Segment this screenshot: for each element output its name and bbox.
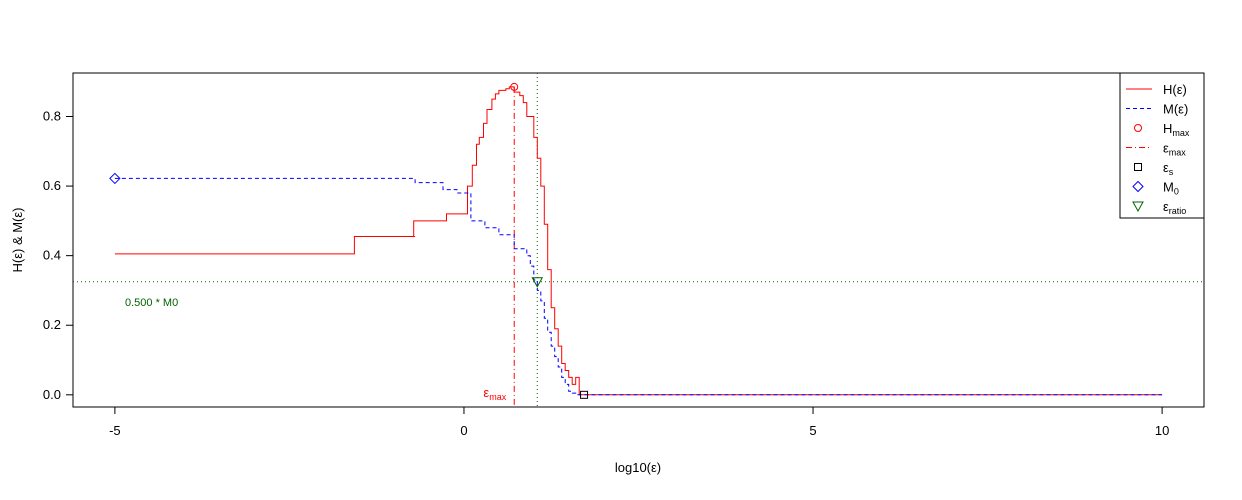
x-axis-label: log10(ε) (615, 460, 661, 475)
eps-max-annotation: εmax (483, 385, 506, 402)
y-tick-label: 0.0 (43, 387, 61, 402)
legend-symbol (1134, 163, 1142, 171)
y-tick-label: 0.2 (43, 317, 61, 332)
y-tick-label: 0.4 (43, 248, 61, 263)
plot-box (72, 72, 1205, 408)
legend-symbol (1132, 201, 1144, 213)
x-tick-label: 10 (1155, 423, 1169, 438)
ratio-annotation: 0.500 * M0 (125, 297, 178, 309)
legend-symbol (1134, 124, 1142, 132)
m0-marker (109, 172, 121, 185)
legend-label: H(ε) (1163, 82, 1187, 97)
eps-ratio-marker (531, 277, 544, 288)
legend-box (1119, 72, 1205, 219)
eps-s-marker (580, 390, 589, 399)
series-H-line (114, 86, 1163, 396)
legend-label: M(ε) (1163, 102, 1188, 117)
y-tick-label: 0.6 (43, 178, 61, 193)
x-tick-label: -5 (109, 423, 121, 438)
x-tick-label: 0 (460, 423, 467, 438)
data-layer: 0.500 * M0 εmax (73, 73, 1204, 407)
y-axis-label: H(ε) & M(ε) (10, 207, 25, 272)
legend-label: εs (1163, 160, 1174, 177)
x-tick-label: 5 (809, 423, 816, 438)
axes-layer: -5 0 5 10 0.0 0.2 0.4 0.6 0.8 (43, 108, 1169, 438)
series-M-line (114, 177, 1163, 396)
y-tick-label: 0.8 (43, 108, 61, 123)
legend-symbol (1132, 180, 1144, 193)
hmax-marker (510, 82, 519, 91)
